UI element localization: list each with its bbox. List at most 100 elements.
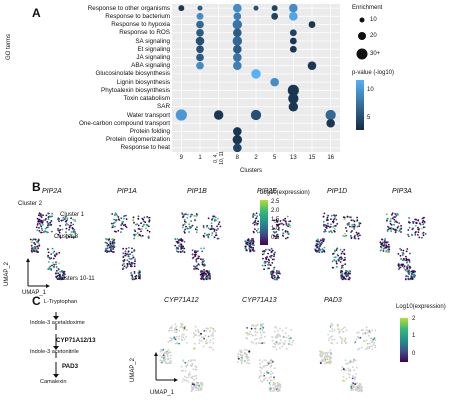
umap-cell-point (180, 325, 183, 328)
umap-cell-point (52, 252, 55, 254)
umap-plot-pip2e (244, 212, 292, 281)
umap-cell-point (209, 228, 212, 231)
umap-cell-point (148, 235, 150, 238)
umap-cell-point (326, 358, 329, 361)
umap-cell-point (211, 227, 213, 230)
umap-cell-point (276, 336, 279, 339)
umap-cell-point (124, 250, 127, 252)
umap-cell-point (130, 258, 133, 260)
umap-cell-point (248, 350, 251, 353)
umap-cell-point (419, 223, 422, 226)
umap-cell-point (194, 359, 196, 361)
umap-cell-point (62, 219, 65, 221)
umap-cell-point (55, 272, 57, 274)
umap-cell-point (274, 385, 277, 387)
umap-cell-point (167, 352, 170, 354)
umap-cell-point (405, 259, 408, 262)
umap-cell-point (325, 226, 327, 229)
umap-cell-point (212, 348, 214, 351)
umap-cell-point (341, 259, 344, 261)
umap-cell-point (174, 238, 177, 241)
umap-cell-point (341, 338, 344, 341)
umap-cell-point (111, 213, 114, 215)
umap-cell-point (324, 357, 326, 360)
umap-cell-point (170, 354, 172, 357)
umap-cell-point (163, 358, 165, 361)
umap-cell-point (34, 238, 37, 241)
umap-cell-point (70, 231, 73, 233)
umap-cell-point (55, 270, 58, 272)
umap-cell-point (321, 238, 324, 240)
umap-cell-point (37, 247, 40, 250)
umap-cell-point (162, 348, 165, 351)
umap-cell-point (277, 382, 279, 385)
umap-cell-point (364, 333, 367, 335)
umap-cell-point (124, 254, 127, 257)
umap-cell-point (270, 256, 273, 259)
pvalue-tick-10: 10 (367, 87, 374, 93)
umap-cell-point (358, 382, 361, 385)
umap-cell-point (182, 326, 184, 329)
umap-cell-point (194, 375, 196, 377)
umap-cell-point (139, 273, 141, 276)
umap-cell-point (175, 342, 178, 345)
umap-cell-point (278, 272, 281, 274)
umap-cell-point (342, 216, 345, 219)
umap-cell-point (72, 223, 75, 226)
umap-cell-point (343, 248, 346, 251)
pathway-arrowhead (53, 346, 59, 350)
umap-cell-point (265, 256, 268, 259)
umap-cell-point (249, 244, 251, 247)
umap-cell-point (246, 241, 249, 244)
umap-cell-point (369, 331, 371, 334)
umap-cell-point (350, 389, 352, 391)
umap-cell-point (381, 238, 383, 241)
umap-cell-point (50, 268, 53, 270)
umap-cell-point (207, 227, 210, 230)
enrichment-legend (356, 17, 368, 60)
umap-cell-point (263, 379, 265, 381)
umap-cell-point (189, 371, 191, 374)
umap-cell-point (167, 348, 170, 351)
umap-cell-point (353, 378, 356, 381)
umap-cell-point (241, 351, 243, 354)
enrichment-dot (196, 61, 204, 70)
umap-cell-point (186, 329, 188, 331)
umap-cell-point (183, 375, 186, 378)
umap-cell-point (133, 233, 135, 236)
umap-cell-point (400, 258, 402, 260)
umap-cell-point (274, 251, 276, 254)
umap-cell-point (198, 255, 200, 258)
umap-cell-point (121, 223, 124, 225)
umap-cell-point (355, 389, 357, 391)
umap-cell-point (287, 232, 290, 235)
umap-cell-point (331, 260, 334, 263)
umap-cell-point (62, 216, 65, 219)
umap-cell-point (253, 223, 256, 226)
umap-cell-point (112, 224, 115, 227)
umap-cell-point (385, 213, 388, 216)
umap-cell-point (385, 250, 388, 253)
umap-cell-point (407, 235, 410, 238)
umap-cell-point (262, 257, 264, 260)
umap-cell-point (342, 234, 345, 237)
umap-cell-point (176, 246, 178, 249)
umap-cell-point (407, 275, 409, 278)
umap-cell-point (192, 386, 195, 388)
umap-cell-point (270, 373, 272, 376)
umap-cell-point (273, 253, 276, 256)
umap-cell-point (247, 333, 249, 336)
umap-cell-point (169, 329, 171, 331)
umap-cell-point (70, 236, 73, 239)
umap-cell-point (263, 250, 266, 253)
umap-cell-point (209, 276, 211, 278)
umap-cell-point (127, 253, 130, 256)
umap-cell-point (199, 273, 202, 276)
umap-cell-point (270, 358, 273, 361)
size-legend-dot-large (356, 48, 368, 60)
umap-cell-point (350, 385, 353, 388)
umap-cell-point (128, 263, 131, 265)
cluster-tick: 0, 4, 10, 11 (212, 151, 225, 165)
enrichment-legend-title: Enrichment (352, 5, 383, 11)
umap-cell-point (195, 389, 198, 392)
